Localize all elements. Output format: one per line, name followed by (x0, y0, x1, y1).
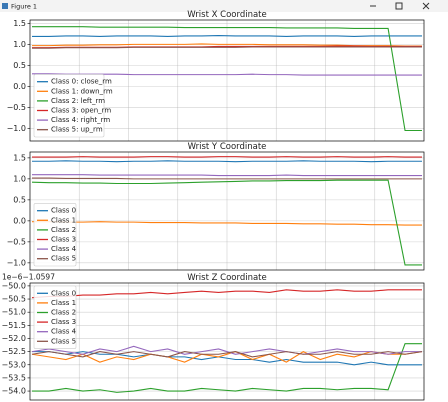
y-tick-label: 0.0 (13, 216, 26, 225)
series-line (32, 343, 422, 393)
series-line (32, 174, 422, 177)
legend-box (33, 203, 77, 267)
axes-frame (29, 151, 425, 271)
chart-title: Wrist Z Coordinate (187, 273, 266, 283)
legend-label: Class 0: close_rm (51, 78, 112, 86)
legend-label: Class 5: up_rm (51, 126, 103, 134)
series-line (31, 345, 422, 355)
title-bar (0, 0, 448, 12)
axes-frame (29, 282, 425, 401)
legend-label: Class 3 (51, 318, 76, 326)
y-tick-label: −0.5 (7, 103, 26, 112)
y-tick-label: 1.5 (13, 153, 26, 162)
chart-title: Wrist X Coordinate (187, 10, 266, 20)
y-tick-label: −53.5 (1, 373, 26, 382)
legend-label: Class 3 (51, 236, 76, 244)
y-tick-label: −53.0 (1, 360, 26, 369)
y-tick-label: 0.5 (13, 195, 26, 204)
chart-title: Wrist Y Coordinate (188, 142, 267, 152)
y-tick-label: 1.5 (13, 19, 26, 28)
series-line (32, 46, 422, 49)
legend-box (33, 285, 77, 349)
y-tick-label: 1.0 (13, 40, 26, 49)
legend-label: Class 0 (51, 289, 76, 297)
app-icon (2, 3, 8, 9)
y-tick-label: −0.5 (7, 237, 26, 246)
legend-label: Class 3: open_rm (51, 107, 111, 115)
y-tick-label: 0.0 (13, 82, 26, 91)
series-line (32, 221, 422, 226)
legend-label: Class 2 (51, 309, 76, 317)
close-button[interactable] (422, 2, 430, 10)
legend-label: Class 1 (51, 299, 76, 307)
maximize-button[interactable] (395, 2, 403, 10)
legend-label: Class 5 (51, 337, 76, 345)
series-line (32, 177, 422, 180)
offset-label: 1e−6−1.0597 (2, 273, 55, 282)
window-title: Figure 1 (11, 3, 37, 11)
y-tick-label: 0.5 (13, 61, 26, 70)
y-tick-label: −50.5 (1, 295, 26, 304)
series-line (31, 289, 422, 299)
legend-label: Class 4: right_rm (51, 116, 110, 124)
legend-box (33, 74, 105, 138)
series-line (32, 351, 422, 366)
series-line (32, 34, 422, 37)
legend-label: Class 1: down_rm (51, 87, 113, 95)
legend-label: Class 1 (51, 216, 76, 224)
legend-label: Class 4 (51, 328, 77, 336)
y-tick-label: −51.0 (1, 308, 26, 317)
series-line (32, 160, 422, 163)
legend-label: Class 5 (51, 255, 76, 263)
series-line (31, 179, 422, 266)
series-line (31, 350, 423, 363)
legend-label: Class 0 (51, 207, 76, 215)
legend-label: Class 2 (51, 226, 76, 234)
y-tick-label: −54.0 (1, 387, 26, 396)
y-tick-label: 1.0 (13, 174, 26, 183)
y-tick-label: −50.0 (1, 281, 26, 290)
legend-label: Class 4 (51, 245, 77, 253)
series-line (32, 26, 422, 132)
y-tick-label: −1.0 (7, 124, 26, 133)
y-tick-label: −52.0 (1, 334, 26, 343)
y-tick-label: −51.5 (1, 321, 26, 330)
axes-frame (29, 19, 425, 142)
y-tick-label: −52.5 (1, 347, 26, 356)
y-tick-label: −1.0 (7, 258, 26, 267)
series-line (31, 351, 423, 358)
legend-label: Class 2: left_rm (51, 97, 105, 105)
